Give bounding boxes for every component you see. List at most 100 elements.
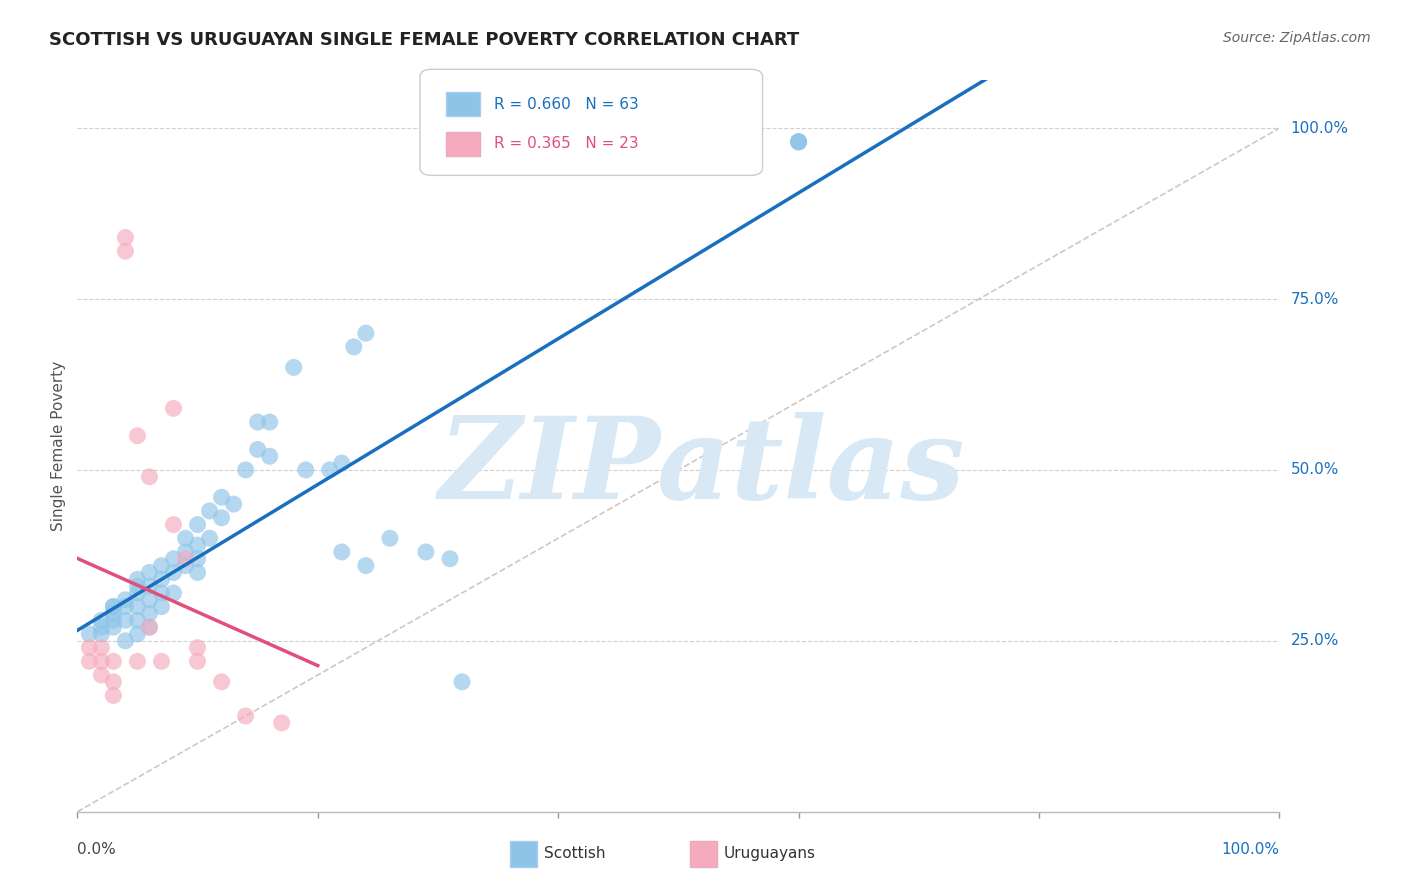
Point bbox=[198, 504, 221, 518]
Point bbox=[127, 572, 149, 586]
Point bbox=[211, 490, 233, 504]
Point bbox=[222, 497, 245, 511]
FancyBboxPatch shape bbox=[420, 70, 762, 176]
Point bbox=[354, 558, 377, 573]
Point bbox=[150, 654, 173, 668]
Point bbox=[103, 599, 125, 614]
Point bbox=[415, 545, 437, 559]
Point bbox=[150, 572, 173, 586]
Point bbox=[138, 579, 160, 593]
Point bbox=[162, 566, 184, 580]
Point bbox=[787, 135, 810, 149]
Point bbox=[127, 599, 149, 614]
Point bbox=[114, 613, 136, 627]
Point bbox=[114, 633, 136, 648]
Point bbox=[127, 654, 149, 668]
Text: Uruguayans: Uruguayans bbox=[724, 847, 815, 862]
Point bbox=[294, 463, 316, 477]
Point bbox=[79, 627, 101, 641]
Text: 100.0%: 100.0% bbox=[1291, 120, 1348, 136]
Text: Scottish: Scottish bbox=[544, 847, 605, 862]
Point bbox=[103, 613, 125, 627]
Point bbox=[259, 449, 281, 463]
Point bbox=[127, 613, 149, 627]
Text: Source: ZipAtlas.com: Source: ZipAtlas.com bbox=[1223, 31, 1371, 45]
Point bbox=[162, 586, 184, 600]
Point bbox=[127, 586, 149, 600]
Point bbox=[114, 244, 136, 259]
Point bbox=[90, 668, 112, 682]
Point bbox=[283, 360, 305, 375]
Point bbox=[114, 599, 136, 614]
Point bbox=[150, 586, 173, 600]
Point bbox=[90, 654, 112, 668]
Point bbox=[439, 551, 461, 566]
Point bbox=[103, 689, 125, 703]
Point bbox=[103, 620, 125, 634]
Text: 100.0%: 100.0% bbox=[1222, 842, 1279, 857]
Point bbox=[235, 463, 257, 477]
Point bbox=[186, 654, 209, 668]
Point bbox=[211, 510, 233, 524]
Point bbox=[162, 401, 184, 416]
FancyBboxPatch shape bbox=[690, 841, 717, 867]
Text: 75.0%: 75.0% bbox=[1291, 292, 1339, 307]
Point bbox=[246, 415, 269, 429]
Point bbox=[246, 442, 269, 457]
Point bbox=[127, 429, 149, 443]
Point bbox=[186, 517, 209, 532]
Point bbox=[186, 640, 209, 655]
Point bbox=[90, 627, 112, 641]
Point bbox=[79, 640, 101, 655]
FancyBboxPatch shape bbox=[446, 93, 479, 117]
Text: 0.0%: 0.0% bbox=[77, 842, 117, 857]
Point bbox=[174, 531, 197, 545]
Point bbox=[138, 620, 160, 634]
Point bbox=[103, 607, 125, 621]
Point bbox=[319, 463, 342, 477]
Point bbox=[186, 551, 209, 566]
Point bbox=[354, 326, 377, 341]
Point bbox=[162, 551, 184, 566]
Point bbox=[90, 620, 112, 634]
Text: SCOTTISH VS URUGUAYAN SINGLE FEMALE POVERTY CORRELATION CHART: SCOTTISH VS URUGUAYAN SINGLE FEMALE POVE… bbox=[49, 31, 800, 49]
Point bbox=[198, 531, 221, 545]
Point bbox=[378, 531, 401, 545]
Point bbox=[138, 469, 160, 483]
FancyBboxPatch shape bbox=[446, 132, 479, 156]
Point bbox=[138, 592, 160, 607]
Point bbox=[330, 545, 353, 559]
Point bbox=[787, 135, 810, 149]
Point bbox=[127, 579, 149, 593]
Point bbox=[90, 613, 112, 627]
Point bbox=[103, 674, 125, 689]
Point bbox=[186, 566, 209, 580]
Point bbox=[103, 654, 125, 668]
Point bbox=[114, 592, 136, 607]
Point bbox=[174, 545, 197, 559]
Point bbox=[79, 654, 101, 668]
Point bbox=[174, 558, 197, 573]
Point bbox=[235, 709, 257, 723]
Point bbox=[330, 456, 353, 470]
Text: R = 0.660   N = 63: R = 0.660 N = 63 bbox=[495, 97, 640, 112]
Point bbox=[211, 674, 233, 689]
Point bbox=[259, 415, 281, 429]
Point bbox=[103, 599, 125, 614]
Point bbox=[270, 715, 292, 730]
Point bbox=[451, 674, 474, 689]
Point bbox=[138, 620, 160, 634]
Text: 50.0%: 50.0% bbox=[1291, 462, 1339, 477]
Point bbox=[138, 607, 160, 621]
Point bbox=[127, 627, 149, 641]
Point bbox=[162, 517, 184, 532]
Text: 25.0%: 25.0% bbox=[1291, 633, 1339, 648]
Point bbox=[150, 558, 173, 573]
Text: R = 0.365   N = 23: R = 0.365 N = 23 bbox=[495, 136, 640, 152]
Point bbox=[186, 538, 209, 552]
Point bbox=[90, 640, 112, 655]
Point bbox=[343, 340, 366, 354]
Y-axis label: Single Female Poverty: Single Female Poverty bbox=[51, 361, 66, 531]
Point bbox=[174, 551, 197, 566]
Point bbox=[150, 599, 173, 614]
